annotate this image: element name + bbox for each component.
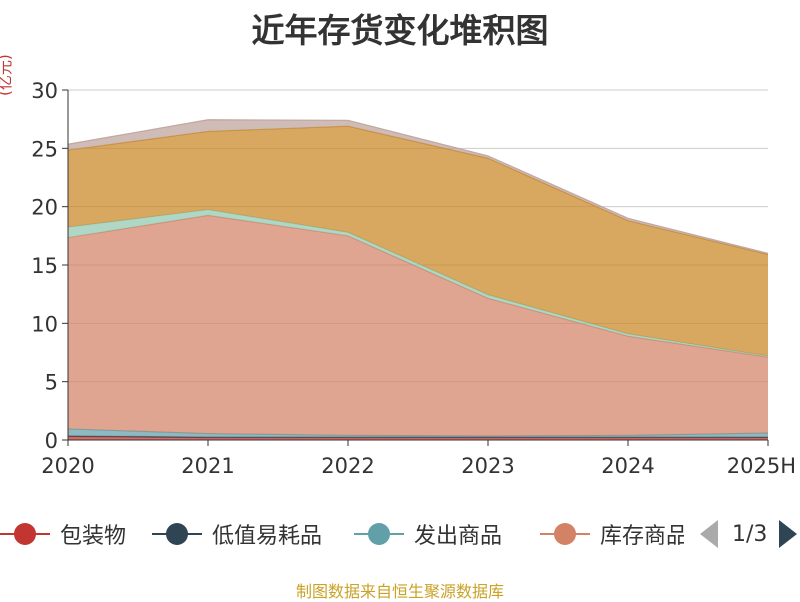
legend-item-goods-shipped[interactable]: 发出商品 — [354, 516, 502, 552]
legend-item-clip: 库存商品 — [540, 516, 684, 552]
x-tick-label: 2021 — [181, 454, 234, 478]
area-series-5 — [68, 126, 768, 357]
y-tick-label: 5 — [45, 371, 58, 395]
legend-swatch-icon — [540, 519, 590, 549]
x-tick-label: 2020 — [41, 454, 94, 478]
x-tick-label: 2024 — [601, 454, 654, 478]
legend-label: 发出商品 — [414, 524, 503, 549]
area-series — [67, 119, 769, 440]
next-page-icon[interactable] — [779, 520, 798, 548]
y-tick-label: 25 — [31, 137, 58, 161]
legend-label: 包装物 — [60, 524, 127, 549]
area-series-2 — [68, 428, 768, 438]
legend: 包装物 低值易耗品 发出商品 库存商品 1/3 — [0, 516, 800, 552]
legend-swatch-icon — [0, 519, 50, 549]
axes: 0 5 10 15 20 25 30 2020 2021 2022 2023 2024 2025H — [31, 79, 796, 478]
legend-item-inventory[interactable]: 库存商品 — [540, 516, 684, 552]
series-line-6 — [67, 119, 769, 254]
y-tick-label: 15 — [31, 254, 58, 278]
prev-page-icon[interactable] — [700, 520, 718, 548]
y-tick-label: 20 — [31, 196, 58, 220]
x-tick-label: 2025H — [727, 454, 796, 478]
data-source-note: 制图数据来自恒生聚源数据库 — [295, 582, 504, 601]
area-series-6 — [68, 119, 768, 255]
legend-swatch-icon — [152, 519, 202, 549]
y-tick-label: 30 — [31, 79, 58, 103]
area-series-3 — [68, 215, 768, 436]
legend-page-indicator: 1/3 — [732, 521, 768, 547]
legend-label: 低值易耗品 — [212, 524, 323, 549]
area-series-4 — [68, 209, 768, 358]
legend-pager: 1/3 — [700, 516, 798, 552]
y-tick-label: 10 — [31, 312, 58, 336]
legend-label: 库存商品 — [600, 524, 684, 549]
x-tick-label: 2023 — [461, 454, 514, 478]
legend-item-packaging[interactable]: 包装物 — [0, 516, 126, 552]
chart-title: 近年存货变化堆积图 — [251, 11, 549, 50]
legend-item-consumables[interactable]: 低值易耗品 — [152, 516, 322, 552]
x-tick-label: 2022 — [321, 454, 374, 478]
legend-swatch-icon — [354, 519, 404, 549]
y-tick-label: 0 — [45, 429, 58, 453]
